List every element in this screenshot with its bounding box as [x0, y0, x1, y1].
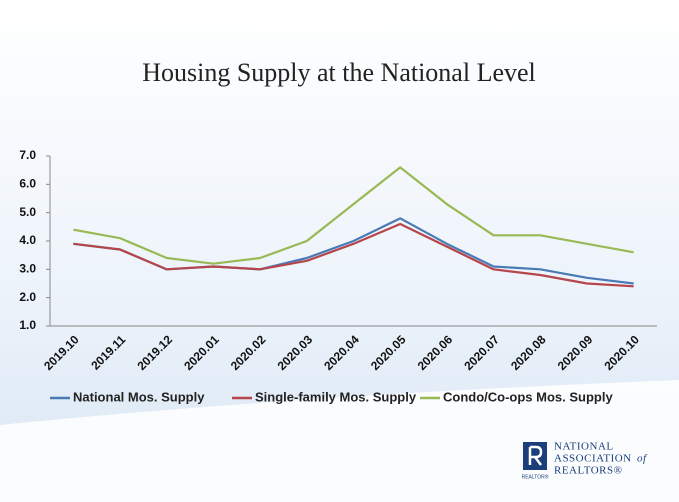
y-tick-label: 4.0	[19, 233, 36, 247]
legend-label: Single-family Mos. Supply	[255, 389, 417, 404]
y-tick-label: 7.0	[19, 148, 36, 162]
logo: REALTOR® NATIONAL ASSOCIATION of REALTOR…	[522, 441, 648, 481]
y-tick-label: 1.0	[19, 318, 36, 332]
legend-label: National Mos. Supply	[73, 389, 205, 404]
logo-caption: REALTOR®	[522, 473, 549, 480]
y-tick-label: 3.0	[19, 262, 36, 276]
logo-text: REALTORS®	[554, 465, 623, 477]
y-tick-label: 5.0	[19, 205, 36, 219]
logo-text: of	[637, 453, 648, 465]
series-line	[73, 222, 634, 288]
y-tick-label: 2.0	[19, 290, 36, 304]
swoosh	[0, 380, 679, 502]
series-line	[73, 166, 634, 265]
y-tick-label: 6.0	[19, 177, 36, 191]
logo-text: ASSOCIATION	[554, 453, 632, 465]
logo-text: NATIONAL	[554, 441, 614, 453]
chart-title: Housing Supply at the National Level	[142, 58, 536, 87]
legend-label: Condo/Co-ops Mos. Supply	[443, 389, 613, 404]
logo-r	[528, 445, 543, 466]
